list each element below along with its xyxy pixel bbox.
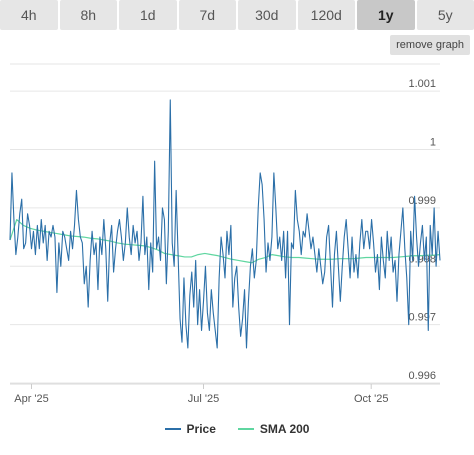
sma-legend-swatch [237, 428, 254, 430]
price-series-line [9, 99, 441, 349]
tab-8h[interactable]: 8h [59, 0, 117, 30]
sma-200-series-line [9, 218, 441, 264]
y-tick-label: 0.997 [408, 312, 436, 324]
x-tick-label: Jul '25 [188, 393, 219, 405]
timeframe-tabs: 4h 8h 1d 7d 30d 120d 1y 5y [0, 0, 474, 30]
tab-120d[interactable]: 120d [297, 0, 355, 30]
y-tick-label: 1 [430, 137, 436, 149]
tab-1d[interactable]: 1d [119, 0, 177, 30]
tab-1y[interactable]: 1y [357, 0, 415, 30]
tab-5y[interactable]: 5y [416, 0, 474, 30]
tab-30d[interactable]: 30d [238, 0, 296, 30]
tab-4h[interactable]: 4h [0, 0, 58, 30]
remove-graph-button[interactable]: remove graph [390, 35, 470, 55]
y-tick-label: 0.996 [408, 370, 436, 382]
price-legend-label: Price [186, 422, 216, 436]
x-tick-label: Apr '25 [14, 393, 49, 405]
sma-legend-label: SMA 200 [259, 422, 310, 436]
y-tick-label: 0.999 [408, 195, 436, 207]
legend-item-price[interactable]: Price [164, 422, 216, 436]
tab-7d[interactable]: 7d [178, 0, 236, 30]
y-tick-label: 1.001 [408, 78, 436, 90]
chart-legend: Price SMA 200 [0, 420, 474, 438]
price-legend-swatch [164, 428, 181, 430]
x-tick-label: Oct '25 [354, 393, 389, 405]
legend-item-sma-200[interactable]: SMA 200 [237, 422, 310, 436]
